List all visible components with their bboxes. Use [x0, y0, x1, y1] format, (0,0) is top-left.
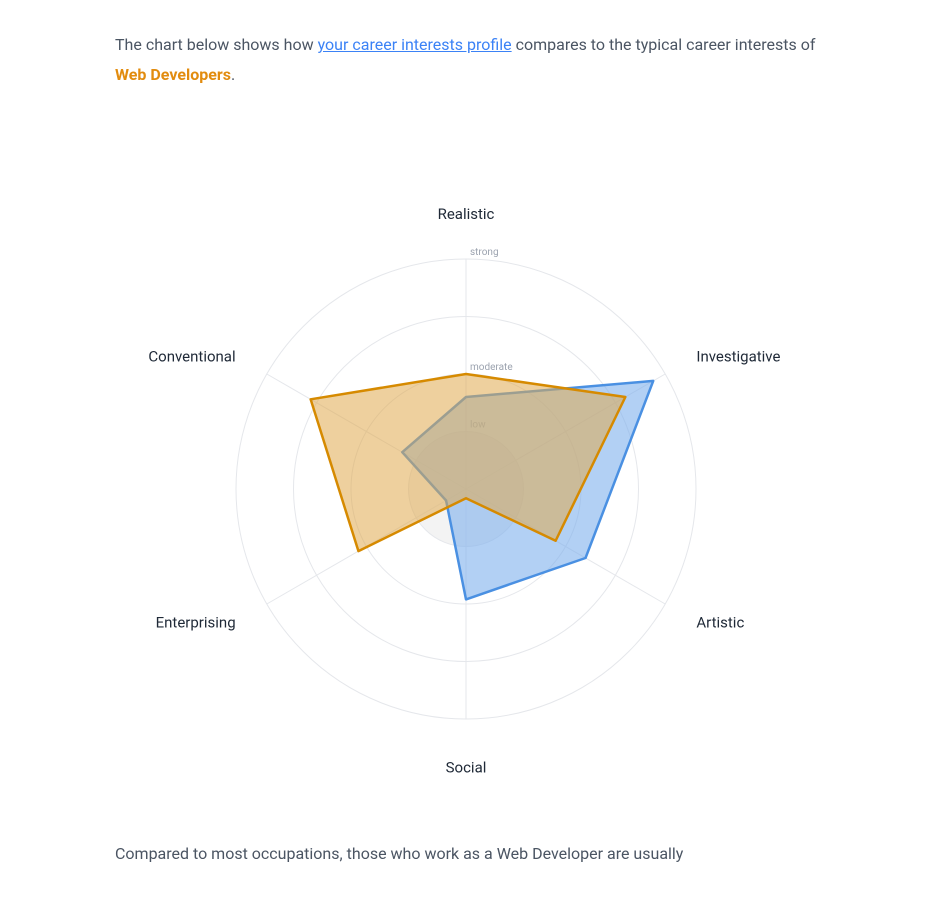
axis-label: Conventional — [148, 347, 235, 365]
intro-suffix: . — [231, 65, 235, 84]
radar-chart: lowmoderatestrongRealisticInvestigativeA… — [116, 99, 816, 839]
axis-label: Social — [445, 759, 486, 777]
intro-paragraph: The chart below shows how your career in… — [115, 30, 816, 89]
intro-prefix: The chart below shows how — [115, 35, 318, 54]
intro-middle: compares to the typical career interests… — [512, 35, 816, 54]
radar-chart-container: lowmoderatestrongRealisticInvestigativeA… — [116, 99, 816, 839]
occupation-name: Web Developers — [115, 65, 231, 84]
outro-text: Compared to most occupations, those who … — [115, 844, 683, 863]
axis-label: Enterprising — [155, 613, 235, 631]
ring-label: moderate — [470, 362, 513, 373]
axis-label: Realistic — [437, 205, 494, 223]
axis-label: Artistic — [696, 613, 744, 631]
ring-label: strong — [470, 247, 499, 258]
axis-label: Investigative — [696, 347, 780, 365]
outro-paragraph: Compared to most occupations, those who … — [115, 839, 816, 869]
career-interests-link[interactable]: your career interests profile — [318, 35, 512, 54]
